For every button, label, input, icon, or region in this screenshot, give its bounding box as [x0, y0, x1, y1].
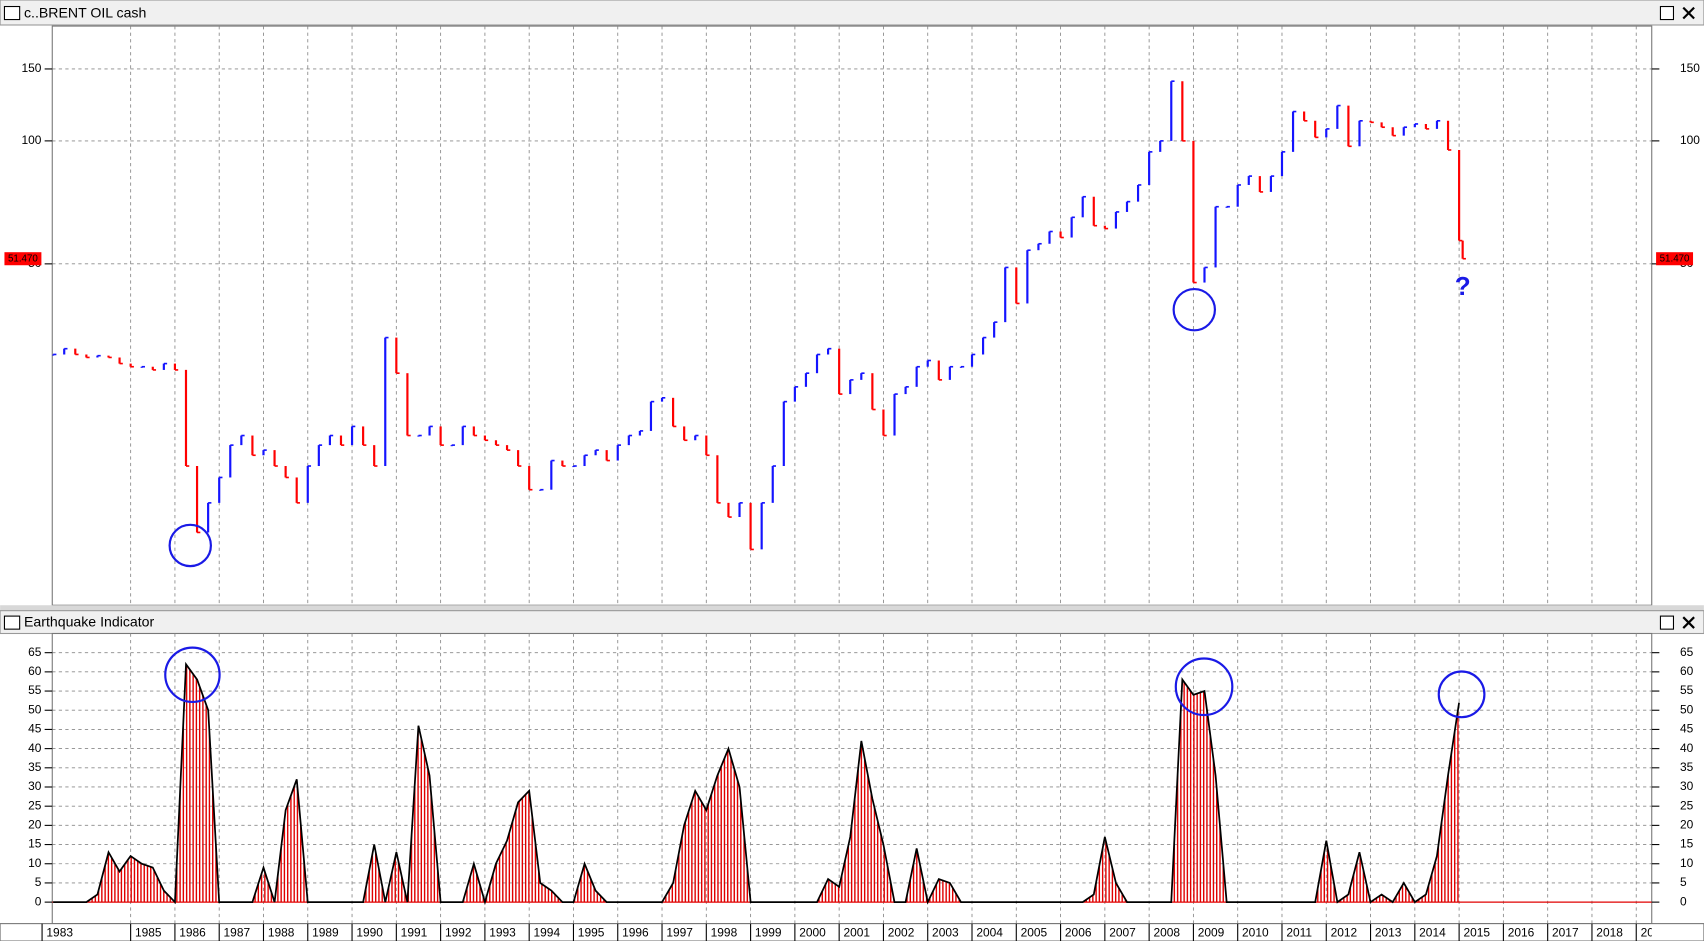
y-tick-label: 55: [1680, 683, 1694, 697]
y-tick-label: 30: [1680, 779, 1694, 793]
panel-header: [0, 0, 1704, 26]
y-tick-label: 45: [1680, 722, 1694, 736]
x-tick-label: 1995: [578, 926, 605, 940]
x-tick-label: 1985: [135, 926, 162, 940]
x-tick-label: 2012: [1331, 926, 1358, 940]
x-tick-label: 2017: [1552, 926, 1579, 940]
x-tick-label: 2014: [1419, 926, 1446, 940]
x-tick-label: 1983: [46, 926, 73, 940]
y-tick-label: 65: [28, 645, 42, 659]
y-tick-label: 150: [21, 61, 41, 75]
highlight-circle: [1172, 287, 1217, 332]
annotation: ?: [1455, 271, 1471, 301]
y-tick-label: 15: [28, 837, 42, 851]
x-tick-label: 2001: [844, 926, 871, 940]
x-tick-label: 2002: [888, 926, 915, 940]
x-tick-label: 2004: [976, 926, 1003, 940]
y-tick-label: 60: [28, 664, 42, 678]
x-tick-label: 2013: [1375, 926, 1402, 940]
indicator-plot: [52, 633, 1652, 924]
x-tick-label: 1991: [401, 926, 428, 940]
x-tick-label: 1988: [268, 926, 295, 940]
y-tick-label: 0: [1680, 894, 1687, 908]
close-button[interactable]: [1682, 616, 1695, 629]
x-tick-label: 2016: [1508, 926, 1535, 940]
splitter: [0, 605, 1704, 611]
x-tick-label: 1987: [224, 926, 251, 940]
x-tick-label: 2000: [799, 926, 826, 940]
highlight-circle: [164, 646, 221, 704]
highlight-circle: [168, 523, 212, 568]
y-tick-label: 55: [28, 683, 42, 697]
y-tick-label: 65: [1680, 645, 1694, 659]
y-tick-label: 0: [35, 894, 42, 908]
panel-icon: [3, 615, 21, 630]
y-tick-label: 45: [28, 722, 42, 736]
maximize-button[interactable]: [1659, 615, 1675, 630]
price-marker-label: 51.470: [8, 253, 38, 264]
x-tick-label: 1993: [489, 926, 516, 940]
x-tick-label: 1994: [534, 926, 561, 940]
y-tick-label: 40: [1680, 741, 1694, 755]
highlight-circle: [1437, 670, 1486, 719]
x-tick-label: 1999: [755, 926, 782, 940]
close-button[interactable]: [1682, 6, 1695, 20]
x-tick-label: 2009: [1198, 926, 1225, 940]
indicator-line: [53, 661, 1460, 906]
y-tick-label: 15: [1680, 837, 1694, 851]
highlight-circle: [1174, 657, 1234, 717]
price-marker: [1656, 252, 1694, 266]
panel-title: Earthquake Indicator: [24, 613, 155, 629]
x-tick-label: 2006: [1065, 926, 1092, 940]
annotations: ?: [164, 271, 1486, 719]
x-tick-label: 1989: [312, 926, 339, 940]
y-tick-label: 60: [1680, 664, 1694, 678]
y-tick-label: 35: [28, 760, 42, 774]
panel-header: [0, 610, 1704, 635]
y-tick-label: 25: [1680, 798, 1694, 812]
y-tick-label: 35: [1680, 760, 1694, 774]
x-tick-label: 1996: [622, 926, 649, 940]
y-tick-label: 5: [35, 875, 42, 889]
x-tick-label: 1986: [179, 926, 206, 940]
panel-icon: [3, 5, 21, 21]
panel-title: c..BRENT OIL cash: [24, 4, 146, 20]
x-tick-label: 2018: [1596, 926, 1623, 940]
y-tick-label: 5: [1680, 875, 1687, 889]
maximize-button[interactable]: [1659, 5, 1675, 21]
x-tick-label: 2011: [1286, 926, 1312, 940]
plot-area: [51, 25, 1653, 606]
x-tick-label: 2003: [932, 926, 959, 940]
x-tick-label: 2007: [1109, 926, 1136, 940]
x-axis: 1983 1985 1986 1987 1988 1989 1990 1991 1992 1993…: [41, 923, 1668, 941]
x-tick-label: 1998: [711, 926, 738, 940]
y-tick-label: 100: [21, 133, 41, 147]
x-tick-label: 1990: [356, 926, 383, 940]
y-tick-label: 150: [1680, 61, 1700, 75]
x-tick-label: 2010: [1242, 926, 1269, 940]
y-tick-label: 20: [28, 818, 42, 832]
x-tick-label: 2008: [1153, 926, 1180, 940]
y-tick-label: 100: [1680, 133, 1700, 147]
x-tick-label: 1992: [445, 926, 472, 940]
y-tick-label: 30: [28, 779, 42, 793]
y-tick-label: 40: [28, 741, 42, 755]
x-tick-label: 2005: [1021, 926, 1048, 940]
x-tick-label: 2019: [1641, 926, 1668, 940]
y-tick-label: 25: [28, 798, 42, 812]
x-tick-label: 2015: [1463, 926, 1490, 940]
y-tick-label: 10: [1680, 856, 1694, 870]
y-tick-label: 10: [28, 856, 42, 870]
price-marker-label: 51.470: [1660, 253, 1690, 264]
x-tick-label: 1997: [666, 926, 693, 940]
y-tick-label: 50: [28, 702, 42, 716]
price-marker: [4, 252, 42, 266]
price-plot: [52, 26, 1652, 606]
y-tick-label: 50: [1680, 702, 1694, 716]
y-tick-label: 20: [1680, 818, 1694, 832]
